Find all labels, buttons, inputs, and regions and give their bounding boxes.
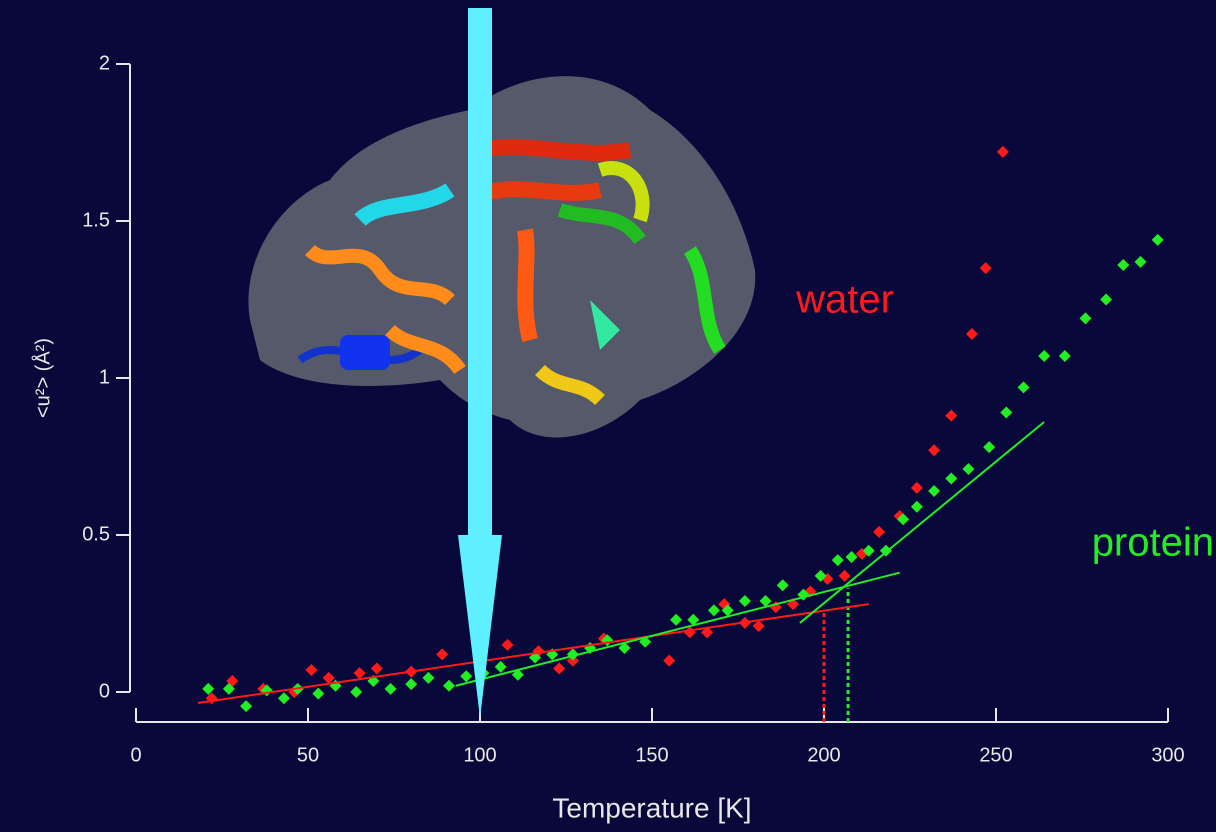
data-point: [928, 485, 941, 498]
x-tick-label: 100: [463, 744, 496, 766]
ribbon: [597, 161, 650, 223]
data-point: [553, 662, 566, 675]
data-point: [1117, 258, 1130, 271]
data-point: [962, 463, 975, 476]
data-point: [996, 145, 1009, 158]
data-point: [312, 687, 325, 700]
data-point: [910, 500, 923, 513]
data-point: [1017, 381, 1030, 394]
data-point: [897, 513, 910, 526]
data-point: [1151, 233, 1164, 246]
ribbon: [354, 183, 455, 227]
ribbon: [517, 228, 538, 342]
fit-line: [455, 571, 900, 687]
data-point: [277, 692, 290, 705]
x-tick-label: 150: [635, 744, 668, 766]
data-point: [443, 679, 456, 692]
data-point: [945, 409, 958, 422]
ribbon: [535, 364, 605, 406]
data-point: [353, 667, 366, 680]
data-point: [322, 671, 335, 684]
data-point: [405, 678, 418, 691]
data-point: [1058, 350, 1071, 363]
ribbon: [385, 324, 466, 375]
x-tick-label: 250: [979, 744, 1012, 766]
data-point: [707, 604, 720, 617]
y-tick-label: 0: [99, 680, 110, 702]
ribbon: [557, 203, 646, 245]
ribbon: [477, 181, 602, 203]
data-point: [862, 544, 875, 557]
x-axis-label: Temperature [K]: [552, 792, 751, 823]
data-point: [618, 642, 631, 655]
y-tick-label: 0.5: [82, 523, 110, 545]
y-tick-label: 1.5: [82, 209, 110, 231]
data-point: [1038, 350, 1051, 363]
data-point: [759, 594, 772, 607]
series-label: protein: [1092, 521, 1214, 565]
x-tick-label: 50: [297, 744, 319, 766]
x-tick-label: 300: [1151, 744, 1184, 766]
data-point: [979, 262, 992, 275]
ribbon: [305, 244, 455, 306]
data-point: [838, 569, 851, 582]
data-point: [1100, 293, 1113, 306]
data-point: [873, 525, 886, 538]
x-tick-label: 0: [130, 744, 141, 766]
data-point: [422, 671, 435, 684]
data-point: [494, 660, 507, 673]
ribbon: [683, 246, 727, 354]
data-point: [202, 682, 215, 695]
data-point: [965, 328, 978, 341]
data-point: [910, 481, 923, 494]
data-point: [687, 613, 700, 626]
data-point: [928, 444, 941, 457]
data-point: [370, 662, 383, 675]
data-point: [1000, 406, 1013, 419]
data-point: [501, 638, 514, 651]
y-tick-label: 2: [99, 52, 110, 74]
ribbon: [590, 300, 620, 350]
arrow: [458, 8, 502, 718]
data-point: [305, 664, 318, 677]
data-point: [738, 594, 751, 607]
data-point: [670, 613, 683, 626]
data-point: [436, 648, 449, 661]
data-point: [752, 620, 765, 633]
data-point: [845, 550, 858, 563]
ribbon: [340, 335, 390, 370]
series-label: water: [795, 278, 894, 322]
data-point: [1134, 255, 1147, 268]
data-point: [721, 604, 734, 617]
y-tick-label: 1: [99, 366, 110, 388]
data-point: [831, 554, 844, 567]
ribbon: [478, 139, 632, 161]
data-point: [663, 654, 676, 667]
data-point: [222, 682, 235, 695]
x-tick-label: 200: [807, 744, 840, 766]
data-point: [384, 682, 397, 695]
y-axis-label: <u²> (Å²): [31, 338, 54, 418]
data-point: [814, 569, 827, 582]
fit-line: [799, 421, 1045, 624]
data-point: [776, 579, 789, 592]
data-point: [1079, 312, 1092, 325]
fit-line: [197, 603, 869, 704]
protein-structure: [248, 76, 756, 438]
data-point: [983, 441, 996, 454]
data-point: [350, 686, 363, 698]
data-point: [240, 700, 253, 713]
data-point: [945, 472, 958, 485]
data-point: [460, 670, 473, 683]
